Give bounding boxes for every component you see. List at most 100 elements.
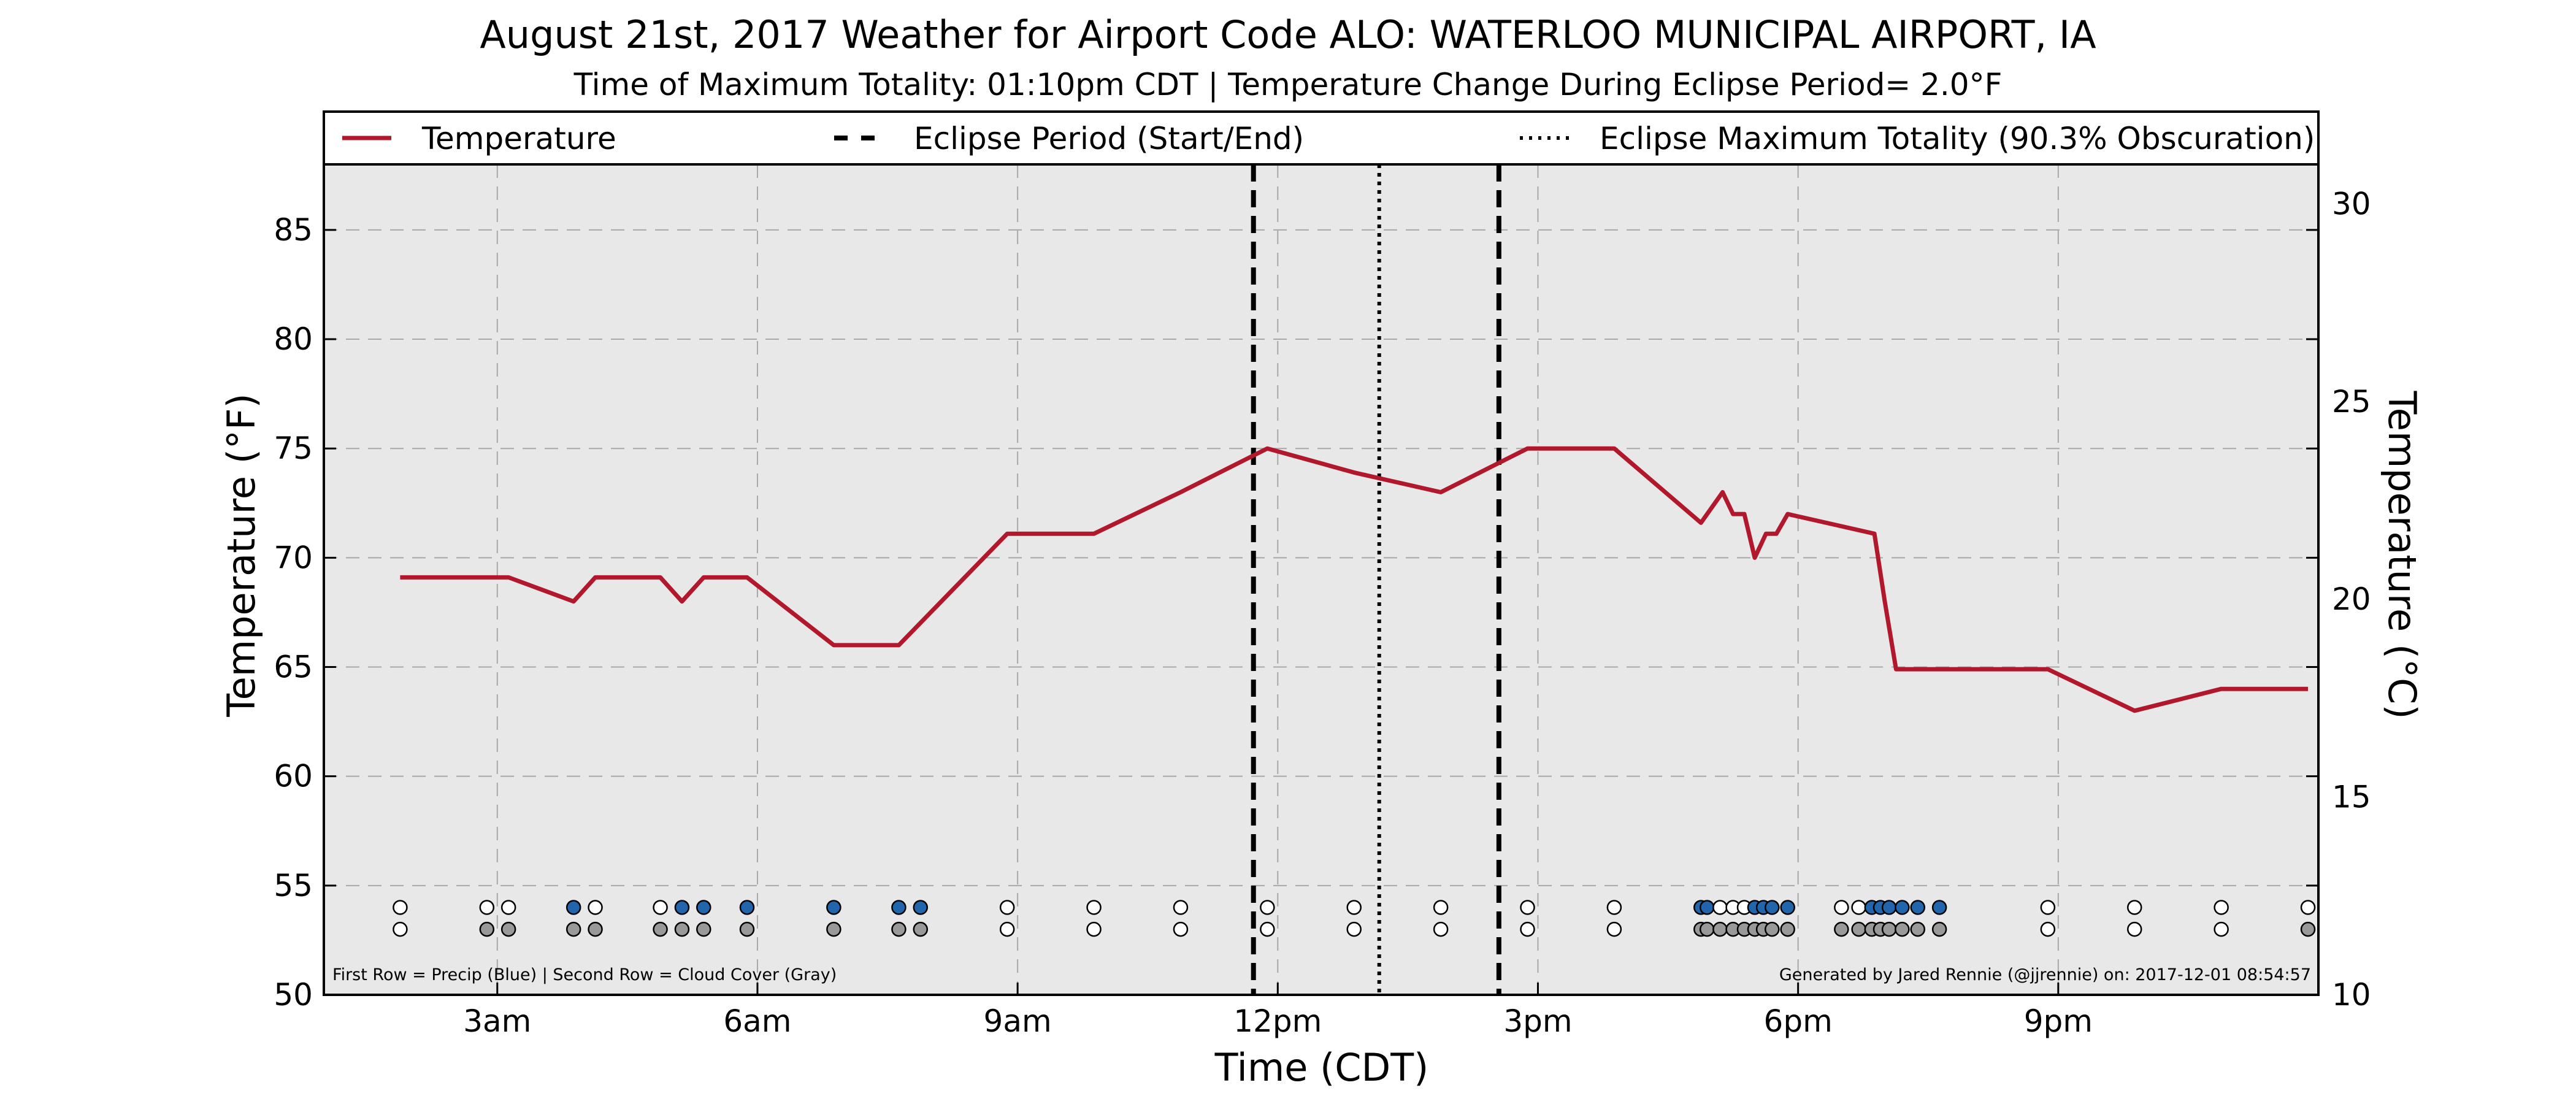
precip-dot (1606, 900, 1622, 915)
cloud-dot (1712, 921, 1728, 937)
precip-dot (2214, 900, 2229, 915)
y-tick-label: 50 (274, 977, 313, 1013)
precip-dot (913, 900, 929, 915)
cloud-dot (1851, 921, 1866, 937)
y2-tick-label: 30 (2332, 186, 2371, 221)
credit-annotation: Generated by Jared Rennie (@jjrennie) on… (1779, 965, 2311, 984)
cloud-dot (393, 921, 408, 937)
cloud-dot (565, 921, 581, 937)
y-tick-label: 55 (274, 868, 313, 903)
cloud-dot (479, 921, 495, 937)
precip-dot (393, 900, 408, 915)
legend-label: Eclipse Maximum Totality (90.3% Obscurat… (1600, 121, 2315, 156)
cloud-dot (2214, 921, 2229, 937)
precip-dot (1895, 900, 1910, 915)
y-axis-label: Temperature (°F) (219, 393, 264, 717)
cloud-dot (913, 921, 929, 937)
legend-box (323, 110, 2320, 166)
chart-title: August 21st, 2017 Weather for Airport Co… (480, 12, 2096, 57)
precip-dot (2127, 900, 2142, 915)
precip-dot (739, 900, 755, 915)
y-tick-label: 80 (274, 321, 313, 357)
cloud-dot (588, 921, 603, 937)
precip-dot (500, 900, 516, 915)
y-tick-label: 65 (274, 650, 313, 685)
cloud-dot (1780, 921, 1795, 937)
cloud-dot (2040, 921, 2056, 937)
precip-dot (653, 900, 668, 915)
precip-dot (1433, 900, 1449, 915)
precip-dot (696, 900, 711, 915)
cloud-dot (653, 921, 668, 937)
precip-dot (1834, 900, 1849, 915)
cloud-dot (1520, 921, 1535, 937)
legend-label: Eclipse Period (Start/End) (914, 121, 1304, 156)
x-tick-label: 9pm (2024, 1003, 2093, 1039)
x-tick-label: 3am (463, 1003, 531, 1039)
cloud-dot (826, 921, 841, 937)
x-tick-label: 6am (723, 1003, 791, 1039)
temperature-series-line (400, 446, 2308, 713)
precip-dot (891, 900, 907, 915)
precip-dot (1764, 900, 1780, 915)
precip-dot (479, 900, 495, 915)
x-tick-label: 9am (984, 1003, 1052, 1039)
cloud-dot (2127, 921, 2142, 937)
precip-dot (1086, 900, 1102, 915)
precip-dot (1520, 900, 1535, 915)
precip-dot (565, 900, 581, 915)
cloud-dot (1173, 921, 1189, 937)
cloud-dot (1086, 921, 1102, 937)
precip-dot (1851, 900, 1866, 915)
x-tick-label: 12pm (1233, 1003, 1322, 1039)
cloud-dot (1931, 921, 1947, 937)
y-tick-label: 75 (274, 431, 313, 466)
precip-dot (826, 900, 841, 915)
plot-area: 50 55 60 65 70 75 80 85 10 15 20 25 30 3am 6am 9am 12pm 3… (274, 163, 2371, 1039)
x-tick-label: 3pm (1503, 1003, 1572, 1039)
x-axis-label: Time (CDT) (1214, 1045, 1429, 1090)
y-tick-label: 70 (274, 540, 313, 575)
y2-tick-label: 15 (2332, 780, 2371, 815)
cloud-dot (500, 921, 516, 937)
precip-dot (1699, 900, 1715, 915)
cloud-dot (1260, 921, 1275, 937)
cloud-dot (1834, 921, 1849, 937)
precip-dot (1346, 900, 1362, 915)
cloud-dot (1910, 921, 1926, 937)
y2-tick-label: 25 (2332, 384, 2371, 420)
cloud-dot (999, 921, 1015, 937)
cloud-dot (891, 921, 907, 937)
cloud-dot (1606, 921, 1622, 937)
x-tick-label: 6pm (1764, 1003, 1833, 1039)
dots-annotation: First Row = Precip (Blue) | Second Row =… (332, 965, 837, 984)
precip-dot (588, 900, 603, 915)
cloud-dot (696, 921, 711, 937)
y2-tick-label: 10 (2332, 977, 2371, 1013)
precip-dot (1780, 900, 1795, 915)
cloud-dot (1699, 921, 1715, 937)
precip-dot (1173, 900, 1189, 915)
cloud-dot (1764, 921, 1780, 937)
precip-dot (1931, 900, 1947, 915)
y2-tick-label: 20 (2332, 581, 2371, 617)
precip-dot (1260, 900, 1275, 915)
cloud-dot (739, 921, 755, 937)
precip-dot (1712, 900, 1728, 915)
plot-background (324, 164, 2318, 995)
precip-dot (1910, 900, 1926, 915)
precip-dot (1881, 900, 1897, 915)
legend: Temperature Eclipse Period (Start/End) Ecl… (323, 110, 2320, 166)
precip-dot (674, 900, 690, 915)
cloud-dot (1346, 921, 1362, 937)
precip-dot (999, 900, 1015, 915)
cloud-dot (1895, 921, 1910, 937)
cloud-dot (1881, 921, 1897, 937)
cloud-dot (1433, 921, 1449, 937)
legend-label: Temperature (421, 121, 616, 156)
precip-dot (2040, 900, 2056, 915)
cloud-dot (2300, 921, 2316, 937)
chart-subtitle: Time of Maximum Totality: 01:10pm CDT | … (573, 67, 2003, 102)
y2-axis-label: Temperature (°C) (2380, 390, 2425, 719)
